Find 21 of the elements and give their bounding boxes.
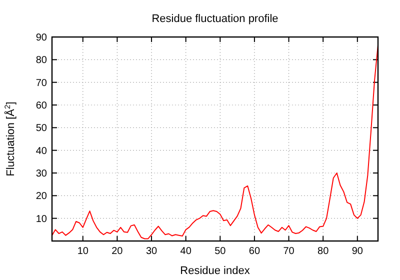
y-tick-label: 60 — [36, 100, 48, 112]
x-tick-label: 20 — [112, 246, 124, 257]
x-tick-label: 60 — [248, 246, 260, 257]
x-tick-label: 30 — [146, 246, 158, 257]
y-tick-label: 50 — [36, 123, 48, 134]
y-tick-label: 90 — [36, 32, 48, 44]
y-tick-label: 40 — [36, 146, 48, 157]
x-tick-label: 80 — [318, 246, 330, 257]
y-tick-label: 70 — [36, 78, 48, 89]
x-tick-label: 90 — [352, 246, 364, 257]
x-tick-label: 10 — [77, 246, 89, 257]
x-tick-label: 40 — [180, 246, 192, 257]
chart-title: Residue fluctuation profile — [152, 13, 278, 25]
x-axis-title: Residue index — [180, 265, 250, 277]
y-tick-label: 80 — [36, 55, 48, 66]
x-tick-label: 70 — [283, 246, 295, 257]
y-tick-label: 10 — [36, 214, 48, 225]
x-tick-label: 50 — [214, 246, 226, 257]
y-tick-label: 20 — [36, 191, 48, 202]
y-tick-label: 30 — [36, 168, 48, 180]
line-series — [52, 44, 378, 240]
